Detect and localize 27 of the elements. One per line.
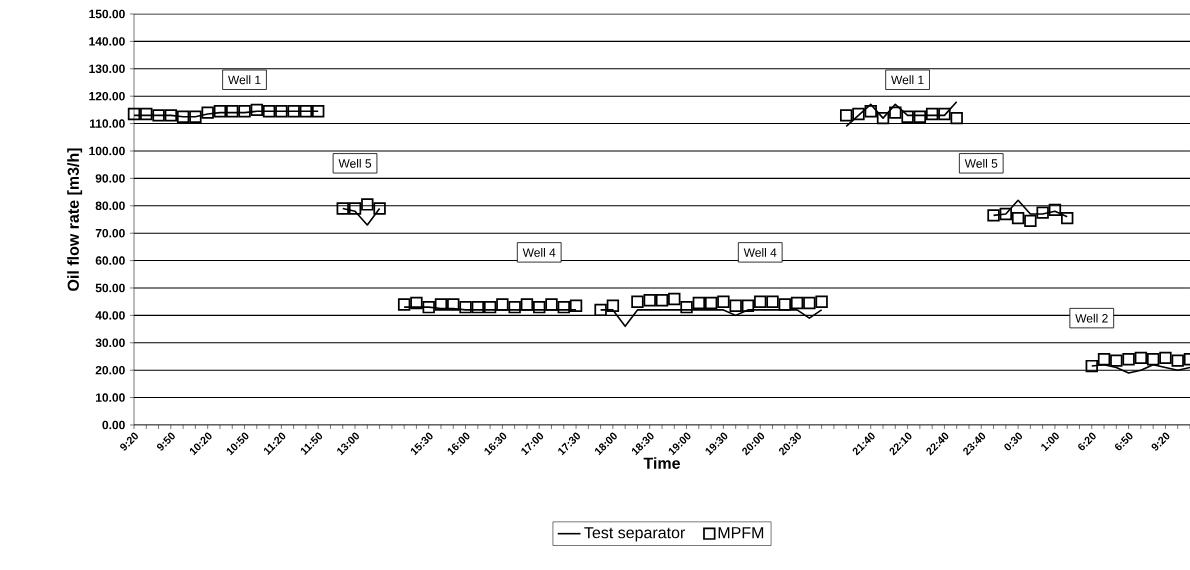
y-tick-label: 150.00 xyxy=(89,9,125,19)
annotation: Well 1 xyxy=(228,75,261,85)
legend-label: Test separator xyxy=(584,527,686,542)
x-axis-title: Time xyxy=(643,457,680,469)
legend-label: MPFM xyxy=(718,527,764,539)
y-tick-label: 10.00 xyxy=(96,393,125,402)
y-tick-label: 30.00 xyxy=(95,338,125,348)
y-tick-label: 0.00 xyxy=(102,420,125,430)
y-tick-label: 90.00 xyxy=(95,174,125,183)
annotation: Well 4 xyxy=(522,247,556,257)
y-axis-title: Oil flow rate [m3/h] xyxy=(67,148,83,291)
y-tick-label: 60.00 xyxy=(95,256,125,265)
y-tick-label: 140.00 xyxy=(89,37,125,46)
y-tick-label: 110.00 xyxy=(90,119,125,128)
y-tick-label: 130.00 xyxy=(89,64,125,74)
y-tick-label: 120.00 xyxy=(89,91,125,101)
annotation: Well 4 xyxy=(743,247,777,257)
annotation: Well 2 xyxy=(1075,313,1108,323)
annotation: Well 5 xyxy=(964,158,998,168)
y-tick-label: 80.00 xyxy=(95,201,125,211)
annotation: Well 1 xyxy=(891,75,924,85)
y-tick-label: 20.00 xyxy=(95,365,125,375)
y-tick-label: 50.00 xyxy=(95,283,125,293)
y-tick-label: 70.00 xyxy=(95,228,125,238)
annotation: Well 5 xyxy=(338,158,372,168)
y-tick-label: 40.00 xyxy=(95,311,125,320)
y-tick-label: 100.00 xyxy=(89,146,125,156)
